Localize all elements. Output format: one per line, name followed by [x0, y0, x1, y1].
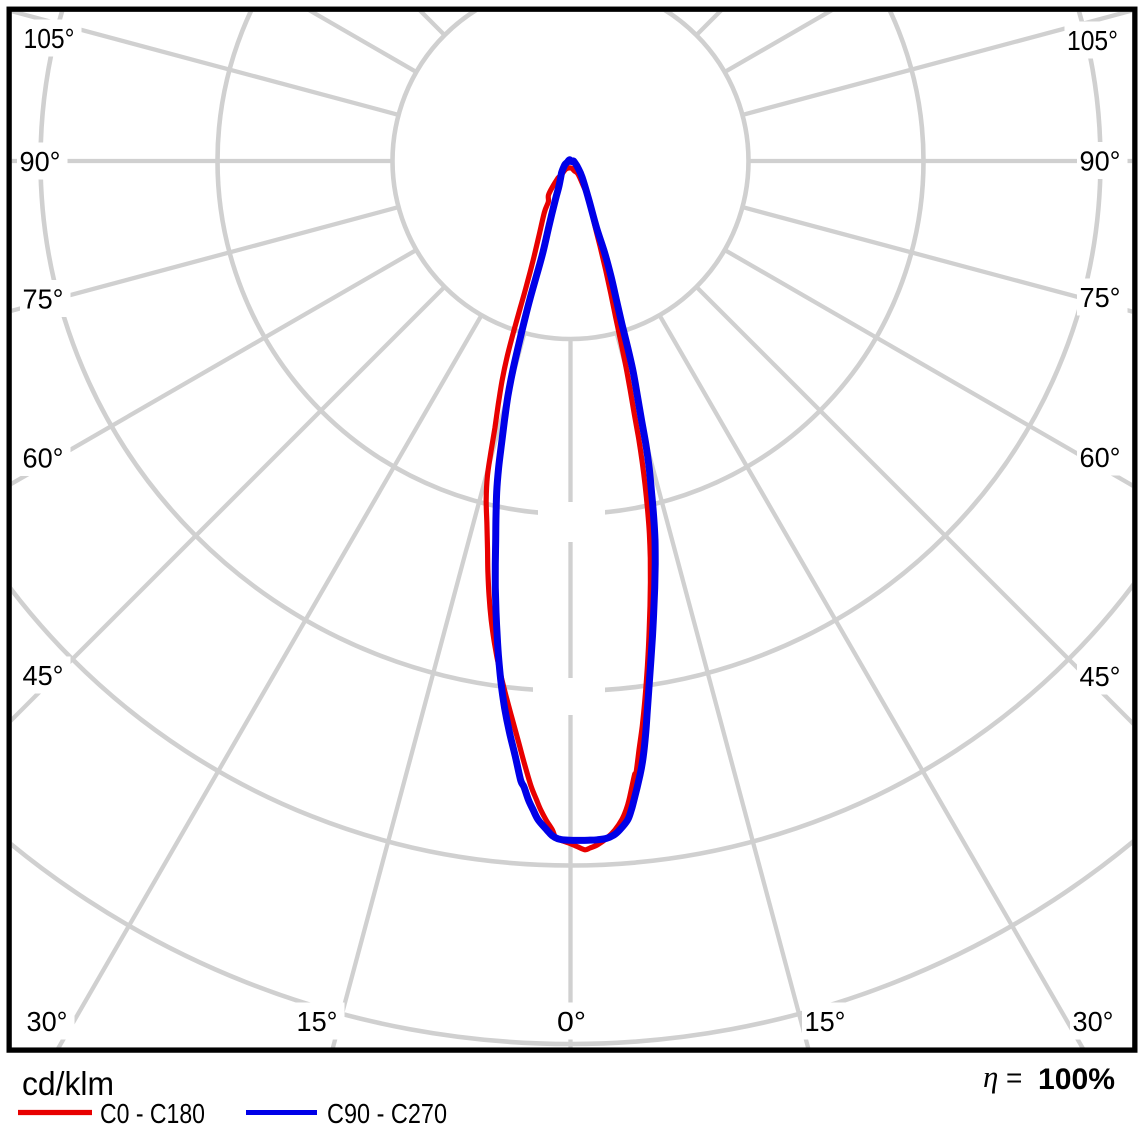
- svg-text:C0 - C180: C0 - C180: [100, 1098, 205, 1129]
- svg-text:90°: 90°: [20, 146, 61, 177]
- svg-text:60°: 60°: [23, 442, 64, 473]
- svg-text:15°: 15°: [805, 1006, 846, 1037]
- svg-text:45°: 45°: [23, 660, 64, 691]
- svg-text:0°: 0°: [557, 1006, 586, 1037]
- svg-text:105°: 105°: [24, 23, 75, 54]
- svg-text:=: =: [1006, 1062, 1022, 1093]
- svg-text:75°: 75°: [1080, 282, 1121, 313]
- svg-text:30°: 30°: [27, 1006, 68, 1037]
- svg-text:30°: 30°: [1073, 1006, 1114, 1037]
- svg-text:C90 - C270: C90 - C270: [327, 1098, 447, 1129]
- svg-text:90°: 90°: [1080, 145, 1121, 176]
- svg-text:75°: 75°: [23, 283, 64, 314]
- svg-text:η: η: [983, 1059, 998, 1094]
- svg-text:105°: 105°: [1067, 25, 1118, 56]
- svg-text:45°: 45°: [1080, 661, 1121, 692]
- svg-text:60°: 60°: [1080, 442, 1121, 473]
- svg-text:100%: 100%: [1038, 1063, 1115, 1096]
- svg-text:15°: 15°: [297, 1006, 338, 1037]
